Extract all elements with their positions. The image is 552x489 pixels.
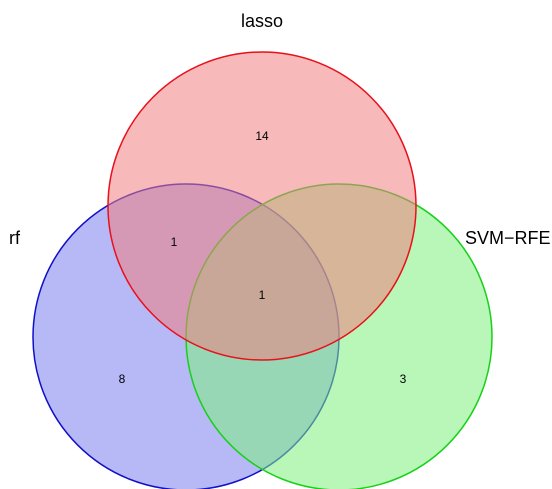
set-label-rf: rf <box>9 228 21 248</box>
set-label-svm-rfe: SVM−RFE <box>465 228 551 248</box>
region-counts: 14 1 1 8 3 <box>119 129 407 386</box>
count-svm-rfe-only: 3 <box>400 372 407 386</box>
set-labels: lasso rf SVM−RFE <box>9 11 551 248</box>
count-rf-only: 8 <box>119 372 126 386</box>
circle-lasso <box>107 51 417 361</box>
count-lasso-rf: 1 <box>171 235 178 249</box>
count-all-three: 1 <box>259 288 266 302</box>
count-lasso-only: 14 <box>255 129 269 143</box>
venn-circles <box>32 51 493 489</box>
set-label-lasso: lasso <box>241 11 283 31</box>
